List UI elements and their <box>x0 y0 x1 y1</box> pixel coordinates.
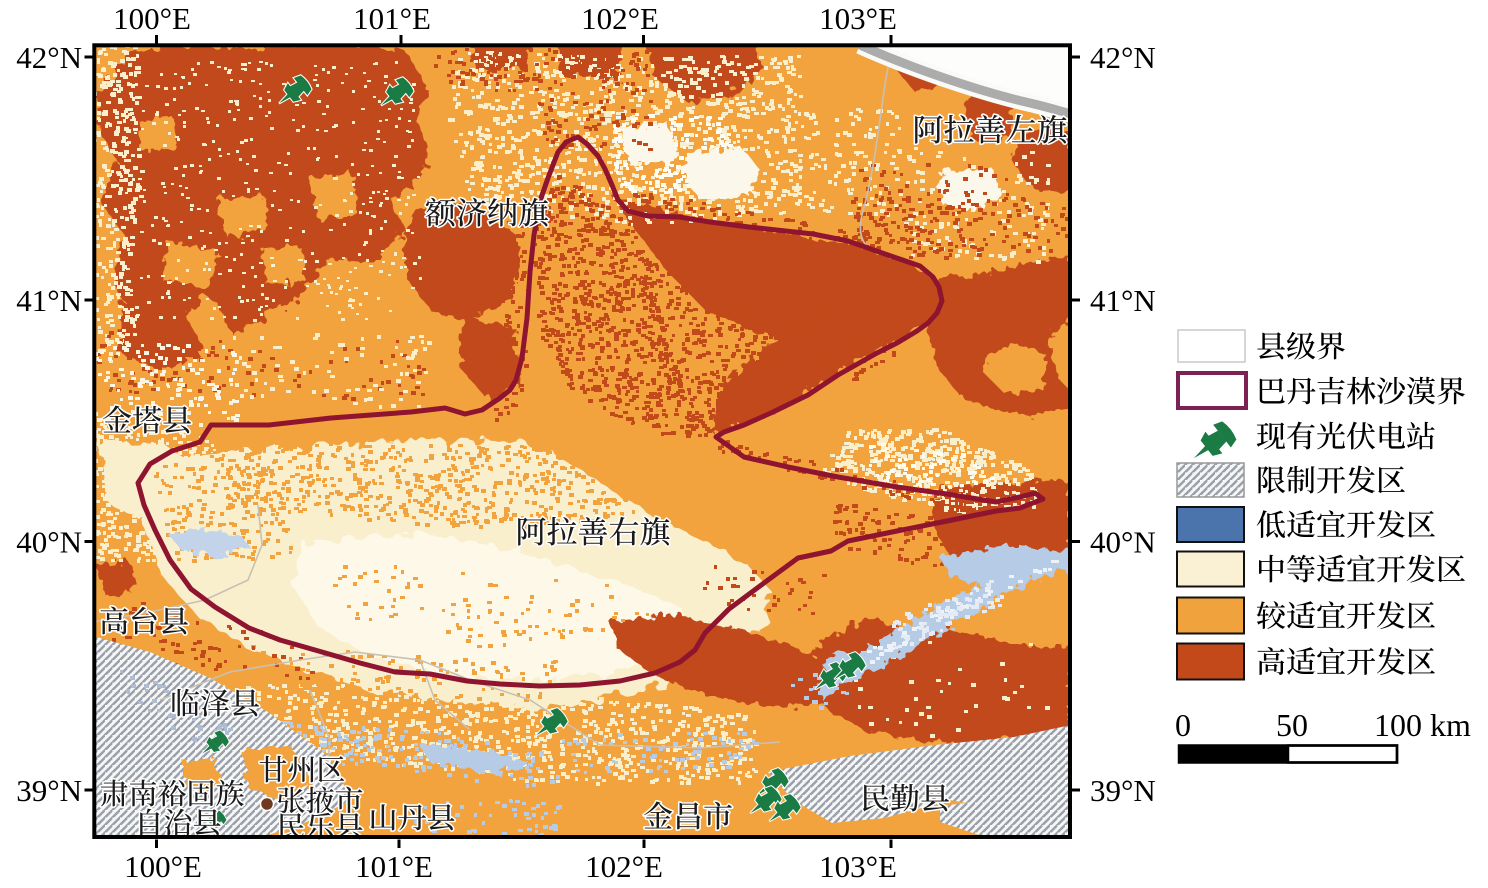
svg-text:102°E: 102°E <box>585 849 663 884</box>
svg-text:50: 50 <box>1276 707 1308 743</box>
svg-text:101°E: 101°E <box>353 1 431 36</box>
svg-text:102°E: 102°E <box>581 1 659 36</box>
svg-text:42°N: 42°N <box>1090 40 1156 75</box>
svg-text:39°N: 39°N <box>16 773 82 808</box>
svg-text:41°N: 41°N <box>1090 283 1156 318</box>
svg-text:42°N: 42°N <box>16 40 82 75</box>
svg-text:101°E: 101°E <box>355 849 433 884</box>
svg-text:39°N: 39°N <box>1090 773 1156 808</box>
svg-text:100°E: 100°E <box>124 849 202 884</box>
svg-text:41°N: 41°N <box>16 283 82 318</box>
svg-text:103°E: 103°E <box>819 1 897 36</box>
svg-text:40°N: 40°N <box>16 525 82 560</box>
svg-text:0: 0 <box>1175 707 1191 743</box>
svg-text:103°E: 103°E <box>819 849 897 884</box>
svg-text:100 km: 100 km <box>1374 707 1471 743</box>
svg-text:40°N: 40°N <box>1090 525 1156 560</box>
svg-text:100°E: 100°E <box>113 1 191 36</box>
